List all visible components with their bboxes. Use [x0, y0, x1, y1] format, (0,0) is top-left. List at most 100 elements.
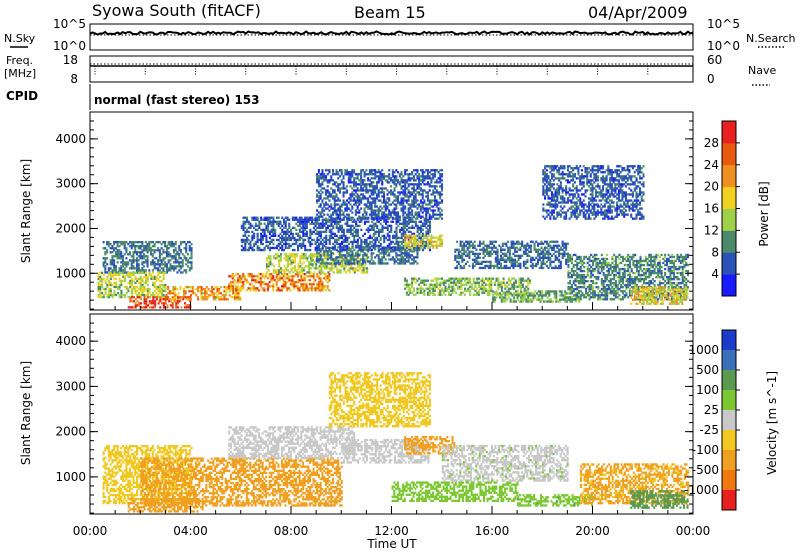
- range-gate-cell: [401, 209, 403, 211]
- freq-tick-left-top: 18: [63, 53, 78, 67]
- range-gate-cell: [159, 292, 161, 294]
- range-gate-cell: [343, 183, 345, 185]
- range-gate-cell: [350, 241, 352, 243]
- range-gate-cell: [463, 253, 465, 255]
- range-gate-cell: [265, 275, 267, 277]
- range-gate-cell: [474, 284, 476, 286]
- range-gate-cell: [280, 271, 282, 273]
- range-gate-cell: [381, 189, 383, 191]
- range-gate-cell: [371, 214, 373, 216]
- range-gate-cell: [115, 278, 117, 280]
- range-gate-cell: [173, 267, 175, 269]
- range-gate-cell: [534, 294, 536, 296]
- range-gate-cell: [402, 193, 404, 195]
- range-gate-cell: [308, 265, 310, 267]
- range-gate-cell: [388, 254, 390, 256]
- range-gate-cell: [272, 275, 274, 277]
- range-gate-cell: [353, 171, 355, 173]
- range-gate-cell: [302, 245, 304, 247]
- range-gate-cell: [164, 261, 166, 263]
- range-gate-cell: [364, 209, 366, 211]
- range-gate-cell: [131, 296, 133, 298]
- range-gate-cell: [300, 283, 302, 285]
- range-gate-cell: [285, 217, 287, 219]
- range-gate-cell: [293, 275, 295, 277]
- range-gate-cell: [168, 251, 170, 253]
- range-gate-cell: [302, 225, 304, 227]
- range-gate-cell: [434, 173, 436, 175]
- range-gate-cell: [406, 280, 408, 282]
- range-gate-cell: [374, 211, 376, 213]
- range-gate-cell: [336, 239, 338, 241]
- range-gate-cell: [113, 265, 115, 267]
- range-gate-cell: [350, 229, 352, 231]
- range-gate-cell: [249, 275, 251, 277]
- range-gate-cell: [343, 231, 345, 233]
- range-gate-cell: [399, 231, 401, 233]
- range-gate-cell: [509, 247, 511, 249]
- range-gate-cell: [174, 292, 176, 294]
- range-gate-cell: [558, 255, 560, 257]
- range-gate-cell: [330, 221, 332, 223]
- range-gate-cell: [513, 282, 515, 284]
- range-gate-cell: [432, 284, 434, 286]
- range-gate-cell: [330, 235, 332, 237]
- range-gate-cell: [432, 237, 434, 239]
- range-gate-cell: [511, 300, 513, 302]
- range-gate-cell: [103, 294, 105, 296]
- range-gate-cell: [471, 284, 473, 286]
- range-gate-cell: [346, 252, 348, 254]
- range-gate-cell: [320, 195, 322, 197]
- range-gate-cell: [401, 179, 403, 181]
- range-gate-cell: [163, 284, 165, 286]
- range-gate-cell: [315, 229, 317, 231]
- range-gate-cell: [320, 277, 322, 279]
- range-gate-cell: [156, 280, 158, 282]
- range-gate-cell: [281, 231, 283, 233]
- range-gate-cell: [526, 255, 528, 257]
- range-gate-cell: [357, 262, 359, 264]
- range-gate-cell: [301, 231, 303, 233]
- range-gate-cell: [327, 287, 329, 289]
- range-gate-cell: [501, 298, 503, 300]
- range-gate-cell: [336, 195, 338, 197]
- range-gate-cell: [161, 298, 163, 300]
- range-gate-cell: [281, 249, 283, 251]
- range-gate-cell: [272, 285, 274, 287]
- range-gate-cell: [402, 214, 404, 216]
- range-gate-cell: [135, 298, 137, 300]
- range-gate-cell: [406, 214, 408, 216]
- range-gate-cell: [294, 219, 296, 221]
- range-gate-cell: [150, 278, 152, 280]
- range-gate-cell: [206, 286, 208, 288]
- range-gate-cell: [267, 217, 269, 219]
- range-gate-cell: [286, 287, 288, 289]
- range-gate-cell: [418, 185, 420, 187]
- range-gate-cell: [469, 286, 471, 288]
- range-gate-cell: [257, 241, 259, 243]
- range-gate-cell: [299, 229, 301, 231]
- range-gate-cell: [506, 282, 508, 284]
- range-gate-cell: [504, 300, 506, 302]
- range-gate-cell: [319, 265, 321, 267]
- range-gate-cell: [311, 285, 313, 287]
- range-gate-cell: [365, 254, 367, 256]
- range-gate-cell: [318, 191, 320, 193]
- range-gate-cell: [253, 287, 255, 289]
- range-gate-cell: [383, 249, 385, 251]
- range-gate-cell: [374, 223, 376, 225]
- range-gate-cell: [145, 269, 147, 271]
- range-gate-cell: [396, 223, 398, 225]
- range-gate-cell: [311, 233, 313, 235]
- range-gate-cell: [401, 254, 403, 256]
- range-gate-cell: [502, 257, 504, 259]
- range-gate-cell: [357, 229, 359, 231]
- range-gate-cell: [367, 218, 369, 220]
- range-gate-cell: [399, 223, 401, 225]
- range-gate-cell: [563, 255, 565, 257]
- range-gate-cell: [360, 249, 362, 251]
- range-gate-cell: [343, 203, 345, 205]
- range-gate-cell: [237, 289, 239, 291]
- range-gate-cell: [529, 280, 531, 282]
- range-gate-cell: [246, 239, 248, 241]
